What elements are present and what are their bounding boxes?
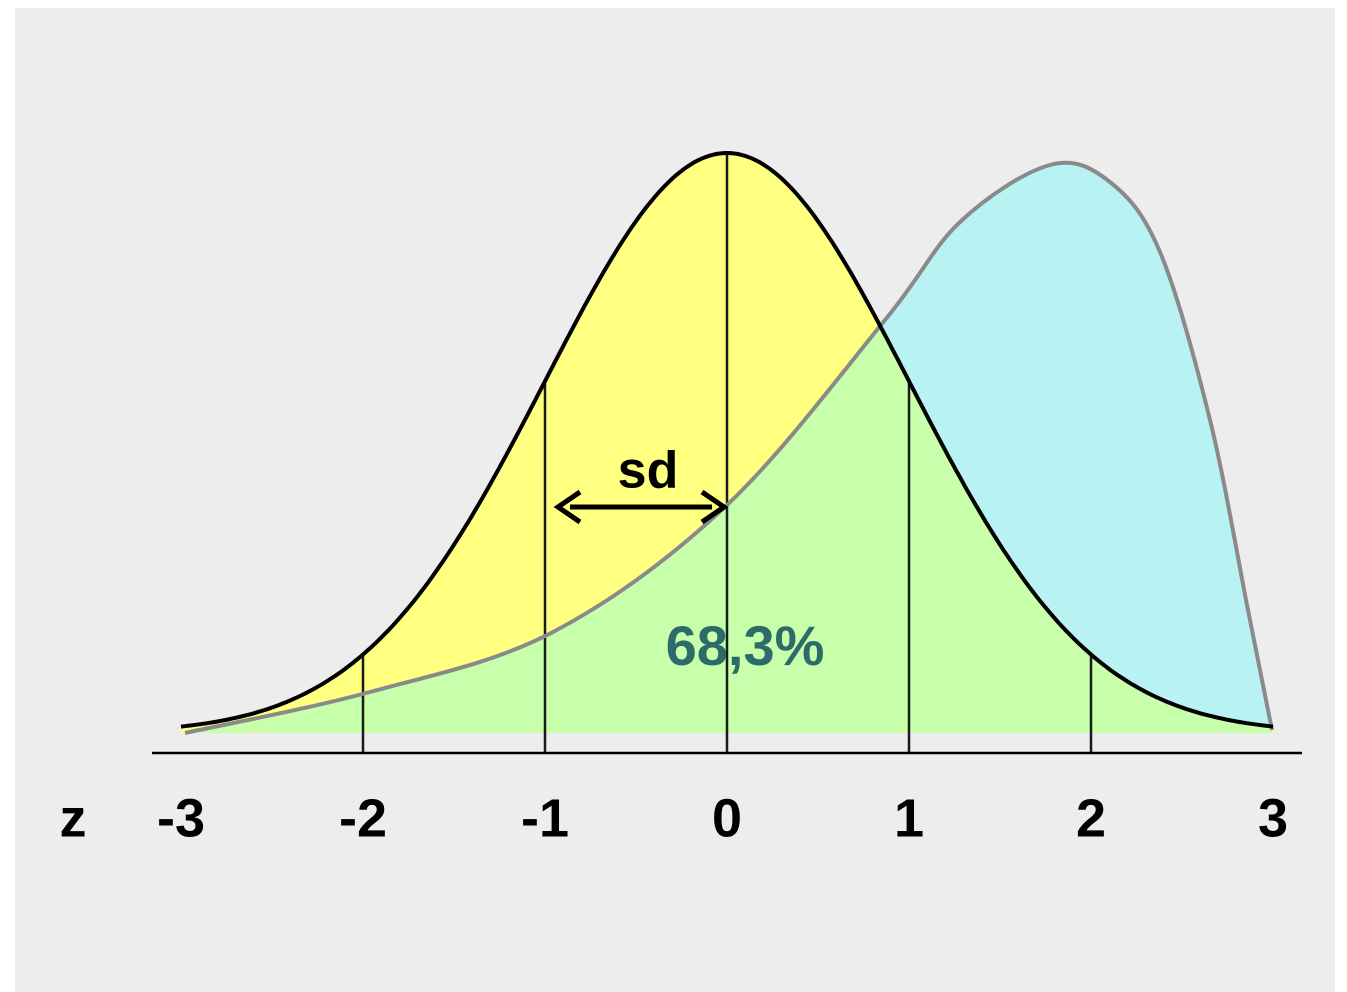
tick-labels: -3 -2 -1 0 1 2 3 (157, 788, 1288, 848)
tick-label: 0 (712, 788, 742, 848)
skewed-curve (184, 160, 1274, 735)
normal-curve (180, 150, 1274, 729)
tick-label: 1 (894, 788, 924, 848)
tick-label: 2 (1076, 788, 1106, 848)
tick-label: -2 (339, 788, 387, 848)
area-label: 68,3% (666, 614, 825, 677)
sd-arrow (553, 489, 729, 525)
tick-label: -1 (521, 788, 569, 848)
sd-label: sd (618, 442, 679, 500)
tick-label: 3 (1258, 788, 1288, 848)
sd-lines (361, 153, 1093, 753)
tick-label: -3 (157, 788, 205, 848)
axis-label: z (60, 788, 87, 848)
